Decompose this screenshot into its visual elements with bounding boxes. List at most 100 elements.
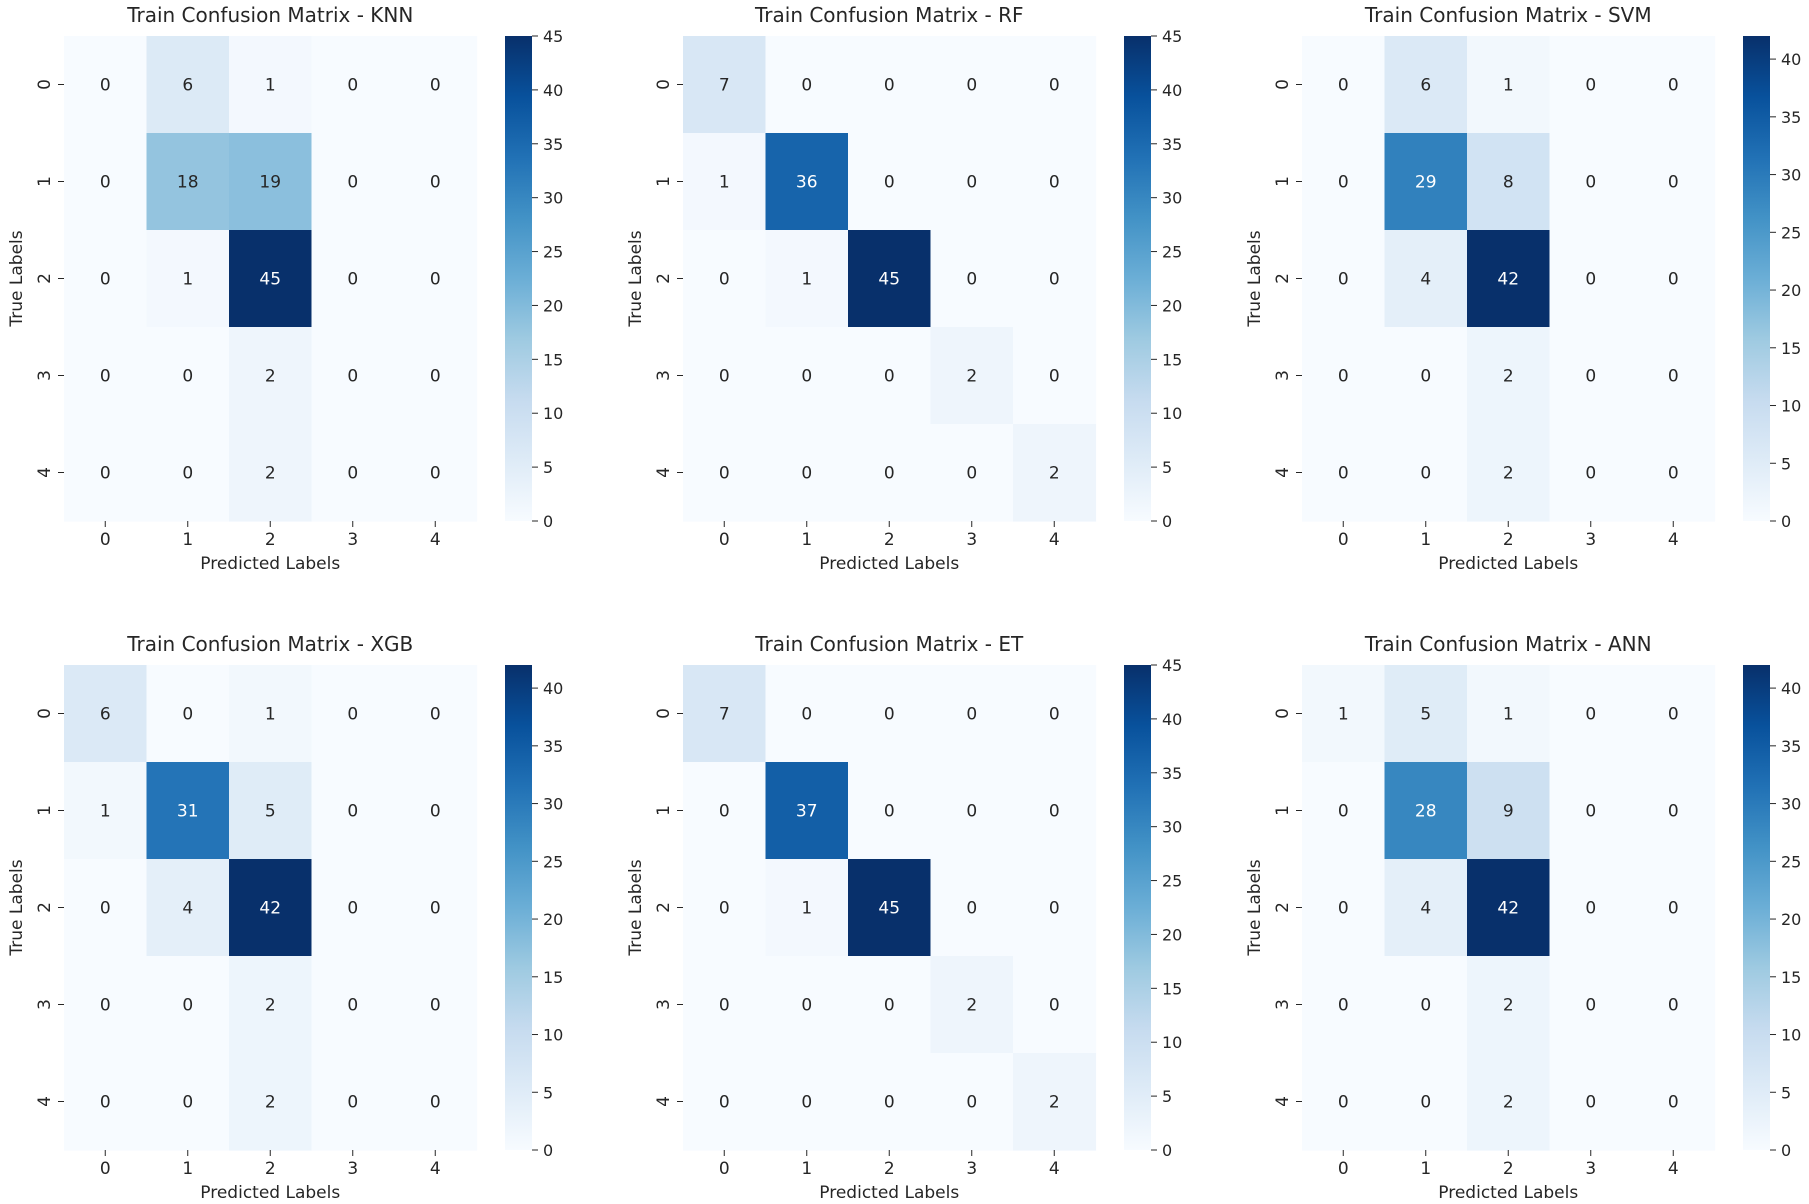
colorbar-tick-label: 35 bbox=[1781, 108, 1801, 127]
colorbar-tick-label: 15 bbox=[1162, 979, 1182, 998]
heatmap-cell bbox=[1549, 1053, 1633, 1151]
colorbar-tick-label: 35 bbox=[543, 135, 563, 154]
heatmap-cell bbox=[1302, 133, 1386, 231]
cell-value-label: 0 bbox=[430, 464, 441, 484]
x-axis-label: Predicted Labels bbox=[819, 554, 959, 574]
heatmap-cell bbox=[1467, 327, 1551, 425]
cell-value-label: 0 bbox=[182, 367, 193, 387]
colorbar-tick-label: 30 bbox=[543, 795, 563, 814]
cell-value-label: 0 bbox=[430, 899, 441, 919]
heatmap-cell bbox=[229, 424, 313, 522]
heatmap-cell bbox=[683, 859, 767, 957]
chart-title: Train Confusion Matrix - KNN bbox=[126, 3, 413, 27]
cell-value-label: 0 bbox=[966, 1093, 977, 1113]
cell-value-label: 0 bbox=[719, 367, 730, 387]
heatmap-cell bbox=[146, 859, 230, 957]
heatmap-cell bbox=[394, 1053, 478, 1151]
heatmap-cell bbox=[1384, 36, 1468, 134]
heatmap-cell bbox=[683, 762, 767, 860]
heatmap-cell bbox=[1384, 762, 1468, 860]
cell-value-label: 0 bbox=[100, 996, 111, 1016]
y-tick-label: 3 bbox=[35, 999, 55, 1010]
cell-value-label: 45 bbox=[878, 899, 900, 919]
heatmap-cell bbox=[64, 36, 148, 134]
cell-value-label: 0 bbox=[1338, 367, 1349, 387]
cell-value-label: 0 bbox=[719, 1093, 730, 1113]
heatmap-cell bbox=[848, 133, 932, 231]
cell-value-label: 0 bbox=[347, 899, 358, 919]
cell-value-label: 0 bbox=[347, 464, 358, 484]
cell-value-label: 7 bbox=[719, 705, 730, 725]
colorbar-tick-label: 5 bbox=[1781, 1083, 1791, 1102]
heatmap-cell bbox=[1549, 230, 1633, 328]
x-axis-label: Predicted Labels bbox=[200, 1183, 340, 1203]
heatmap-cell bbox=[1549, 956, 1633, 1054]
heatmap-cell bbox=[848, 230, 932, 328]
y-tick-label: 3 bbox=[35, 370, 55, 381]
colorbar-tick-label: 40 bbox=[543, 81, 563, 100]
heatmap-cell bbox=[930, 665, 1014, 763]
cell-value-label: 0 bbox=[430, 270, 441, 290]
cell-value-label: 0 bbox=[884, 705, 895, 725]
colorbar-tick-label: 15 bbox=[1781, 968, 1801, 987]
y-axis-label: True Labels bbox=[626, 859, 646, 956]
x-tick-label: 3 bbox=[966, 530, 977, 550]
heatmap-cell bbox=[1013, 36, 1097, 134]
y-tick-label: 2 bbox=[654, 273, 674, 284]
x-tick-label: 1 bbox=[182, 530, 193, 550]
heatmap-cell bbox=[765, 665, 849, 763]
heatmap-cell bbox=[1384, 1053, 1468, 1151]
heatmap-cell bbox=[930, 859, 1014, 957]
cell-value-label: 0 bbox=[1338, 1093, 1349, 1113]
cell-value-label: 29 bbox=[1415, 173, 1437, 193]
y-tick-label: 1 bbox=[1273, 176, 1293, 187]
heatmap-cell bbox=[1013, 230, 1097, 328]
cell-value-label: 45 bbox=[259, 270, 281, 290]
cell-value-label: 0 bbox=[100, 367, 111, 387]
cell-value-label: 0 bbox=[347, 270, 358, 290]
heatmap-cell bbox=[1302, 230, 1386, 328]
heatmap-cell bbox=[229, 36, 313, 134]
heatmap-cell bbox=[311, 327, 395, 425]
cell-value-label: 0 bbox=[1049, 899, 1060, 919]
heatmap-cell bbox=[1467, 1053, 1551, 1151]
heatmap-cell bbox=[64, 956, 148, 1054]
colorbar bbox=[1743, 36, 1770, 521]
colorbar-tick-label: 40 bbox=[1781, 50, 1801, 69]
cell-value-label: 0 bbox=[1585, 802, 1596, 822]
cell-value-label: 0 bbox=[884, 996, 895, 1016]
heatmap-cell bbox=[1384, 327, 1468, 425]
cell-value-label: 0 bbox=[884, 1093, 895, 1113]
heatmap-cell bbox=[146, 36, 230, 134]
x-tick-label: 1 bbox=[801, 530, 812, 550]
cell-value-label: 0 bbox=[966, 899, 977, 919]
colorbar-tick-label: 20 bbox=[543, 910, 563, 929]
heatmap-cell bbox=[229, 762, 313, 860]
heatmap-cell bbox=[394, 956, 478, 1054]
heatmap-cell bbox=[765, 956, 849, 1054]
cell-value-label: 0 bbox=[801, 705, 812, 725]
heatmap-cell bbox=[146, 230, 230, 328]
cell-value-label: 1 bbox=[719, 173, 730, 193]
heatmap-cell bbox=[1013, 133, 1097, 231]
heatmap-cell bbox=[1013, 859, 1097, 957]
cell-value-label: 0 bbox=[1668, 705, 1679, 725]
x-axis-label: Predicted Labels bbox=[819, 1183, 959, 1203]
colorbar-tick-label: 30 bbox=[1162, 818, 1182, 837]
cell-value-label: 0 bbox=[801, 76, 812, 96]
heatmap-cell bbox=[683, 424, 767, 522]
chart-title: Train Confusion Matrix - RF bbox=[754, 3, 1024, 27]
cell-value-label: 0 bbox=[1049, 173, 1060, 193]
colorbar-tick-label: 0 bbox=[1781, 512, 1791, 531]
cell-value-label: 37 bbox=[796, 802, 818, 822]
colorbar-tick-label: 15 bbox=[1162, 350, 1182, 369]
heatmap-cell bbox=[930, 956, 1014, 1054]
heatmap-cell bbox=[229, 133, 313, 231]
cell-value-label: 0 bbox=[1420, 367, 1431, 387]
cell-value-label: 2 bbox=[265, 464, 276, 484]
chart-title: Train Confusion Matrix - SVM bbox=[1364, 3, 1652, 27]
x-tick-label: 1 bbox=[1420, 1159, 1431, 1179]
cell-value-label: 0 bbox=[1420, 1093, 1431, 1113]
